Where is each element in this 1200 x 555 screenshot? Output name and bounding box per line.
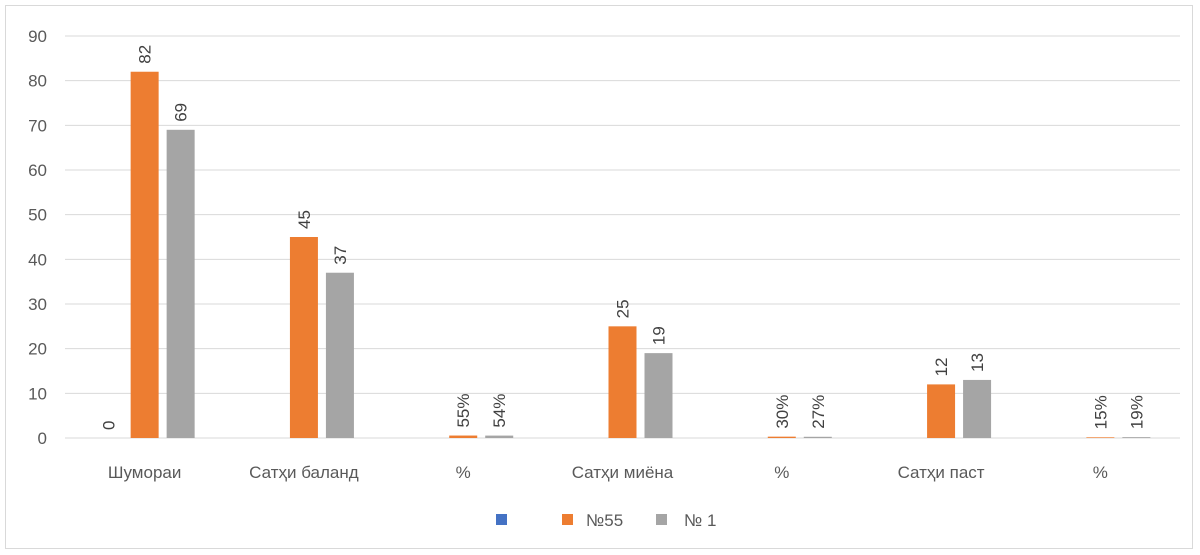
bar (767, 436, 796, 438)
x-tick-label: Сатҳи паст (898, 463, 985, 482)
y-tick-label: 10 (28, 384, 47, 403)
bar (963, 379, 992, 438)
chart-frame (5, 5, 1193, 549)
y-tick-label: 20 (28, 340, 47, 359)
data-label: 19% (1127, 395, 1146, 429)
x-tick-label: % (456, 463, 471, 482)
data-label: 55% (454, 394, 473, 428)
data-label: 69 (172, 103, 191, 122)
bar (166, 129, 195, 439)
data-label: 82 (136, 45, 155, 64)
data-label: 19 (650, 326, 669, 345)
bar (1122, 437, 1151, 438)
bar (803, 436, 832, 438)
data-label: 45 (295, 210, 314, 229)
legend-swatch (496, 514, 507, 525)
y-tick-label: 90 (28, 27, 47, 46)
gridlines (65, 35, 1180, 439)
y-tick-label: 60 (28, 161, 47, 180)
y-tick-label: 30 (28, 295, 47, 314)
x-tick-label: % (1093, 463, 1108, 482)
legend: №55 № 1 (496, 511, 716, 530)
bars (130, 71, 1151, 439)
x-axis: Шумораи Сатҳи баланд% Сатҳи миёна% Сатҳи па… (108, 463, 1108, 482)
data-label: 0 (100, 421, 119, 430)
data-label: 54% (490, 394, 509, 428)
y-tick-label: 80 (28, 72, 47, 91)
data-label: 37 (331, 246, 350, 265)
data-label: 13 (968, 353, 987, 372)
data-label: 15% (1091, 395, 1110, 429)
data-labels: 0 82 69 45 37 55% 54% 25 19 30% 27% 12 13 15% 19% (100, 45, 1147, 430)
data-label: 25 (614, 299, 633, 318)
bar (449, 435, 478, 438)
data-label: 27% (809, 395, 828, 429)
bar (130, 71, 159, 438)
bar (1086, 437, 1115, 438)
bar (485, 435, 514, 438)
y-tick-label: 40 (28, 250, 47, 269)
y-tick-label: 0 (38, 429, 47, 448)
bar (289, 237, 318, 438)
bar (325, 272, 354, 438)
bar (608, 326, 637, 438)
y-axis: 0 10 20 30 40 50 60 70 80 90 (28, 27, 47, 448)
x-tick-label: Сатҳи миёна (572, 463, 674, 482)
legend-swatch (562, 514, 573, 525)
bar (927, 384, 956, 438)
y-tick-label: 50 (28, 206, 47, 225)
x-tick-label: Шумораи (108, 463, 181, 482)
x-tick-label: % (774, 463, 789, 482)
y-tick-label: 70 (28, 116, 47, 135)
bar (644, 353, 673, 438)
legend-swatch (656, 514, 667, 525)
data-label: 30% (773, 395, 792, 429)
legend-label: № 1 (684, 511, 716, 530)
legend-label: №55 (586, 511, 623, 530)
data-label: 12 (932, 357, 951, 376)
x-tick-label: Сатҳи баланд (249, 463, 359, 482)
